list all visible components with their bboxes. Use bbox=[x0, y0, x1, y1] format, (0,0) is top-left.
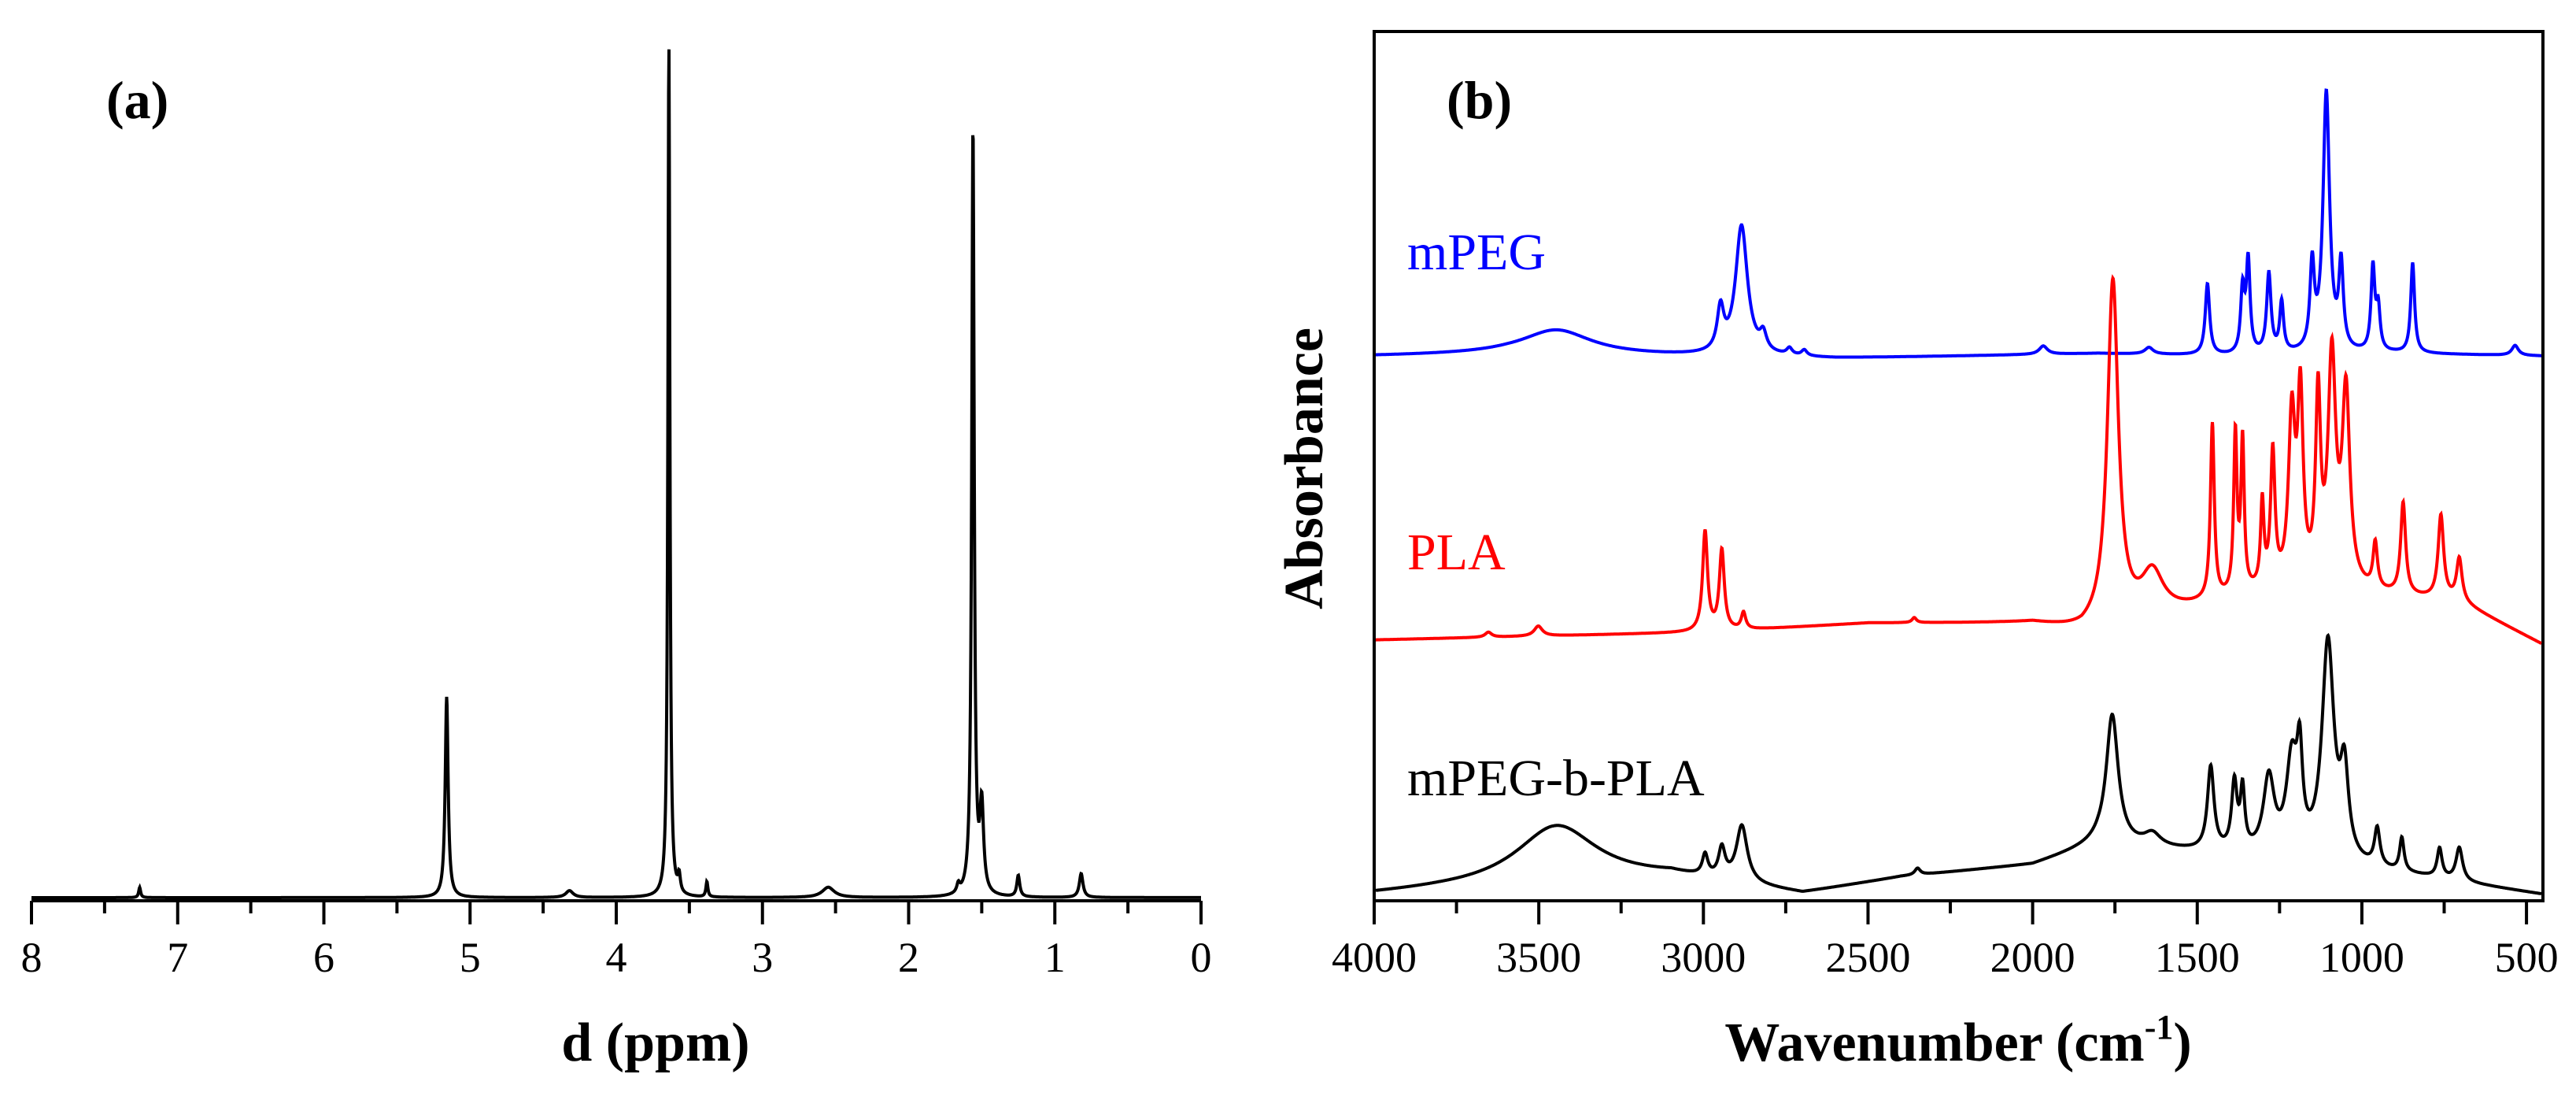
panel-b-x-tick-label: 1000 bbox=[2319, 934, 2404, 981]
panel-b-y-axis-title: Absorbance bbox=[1274, 328, 1335, 609]
x-title-superscript: -1 bbox=[2145, 1008, 2174, 1046]
panel-b-x-tick-label: 4000 bbox=[1332, 934, 1417, 981]
panel-a-ticks: 8 7 6 5 4 3 2 1 0 bbox=[21, 901, 1212, 981]
mpeg-spectrum-line bbox=[1376, 88, 2541, 359]
panel-b-ticks: 4000 3500 3000 2500 2000 1500 1000 500 bbox=[1332, 901, 2559, 981]
panel-b-x-tick-label: 3500 bbox=[1496, 934, 1581, 981]
panel-a-label: (a) bbox=[106, 70, 168, 130]
x-title-main: Wavenumber (cm bbox=[1724, 1013, 2144, 1073]
panel-a-x-tick-label: 0 bbox=[1191, 934, 1212, 981]
panel-b-x-axis-title: Wavenumber (cm-1) bbox=[1724, 1008, 2191, 1073]
nmr-spectrum-line bbox=[31, 49, 1201, 899]
panel-b-frame bbox=[1373, 30, 2545, 902]
series-label-pla: PLA bbox=[1407, 524, 1506, 581]
panel-b-x-tick-label: 2500 bbox=[1825, 934, 1910, 981]
panel-b-label: (b) bbox=[1447, 70, 1512, 130]
mpeg-b-pla-spectrum-line bbox=[1375, 632, 2542, 895]
pla-spectrum-line bbox=[1376, 274, 2542, 645]
panel-a-x-tick-label: 5 bbox=[460, 934, 481, 981]
panel-b-x-tick-label: 1500 bbox=[2155, 934, 2240, 981]
panel-a-x-tick-label: 7 bbox=[167, 934, 188, 981]
series-label-mpeg: mPEG bbox=[1407, 224, 1546, 281]
panel-a-x-tick-label: 6 bbox=[313, 934, 334, 981]
series-label-mpeg-b-pla: mPEG-b-PLA bbox=[1407, 750, 1705, 807]
panel-a-x-tick-label: 8 bbox=[21, 934, 43, 981]
panel-a-x-tick-label: 2 bbox=[898, 934, 919, 981]
panel-a-x-tick-label: 4 bbox=[606, 934, 627, 981]
panel-b-x-tick-label: 2000 bbox=[1990, 934, 2075, 981]
panel-b-ir: 4000 3500 3000 2500 2000 1500 1000 500 (b) mPEG… bbox=[1274, 30, 2559, 1073]
panel-a-x-tick-label: 1 bbox=[1044, 934, 1066, 981]
panel-b-x-tick-label: 3000 bbox=[1661, 934, 1746, 981]
panel-b-x-tick-label: 500 bbox=[2495, 934, 2559, 981]
panel-a-nmr: 8 7 6 5 4 3 2 1 0 (a) d (ppm) bbox=[21, 49, 1212, 1073]
x-title-suffix: ) bbox=[2173, 1013, 2191, 1073]
panel-a-x-axis-title: d (ppm) bbox=[561, 1013, 749, 1073]
panel-a-x-tick-label: 3 bbox=[752, 934, 773, 981]
